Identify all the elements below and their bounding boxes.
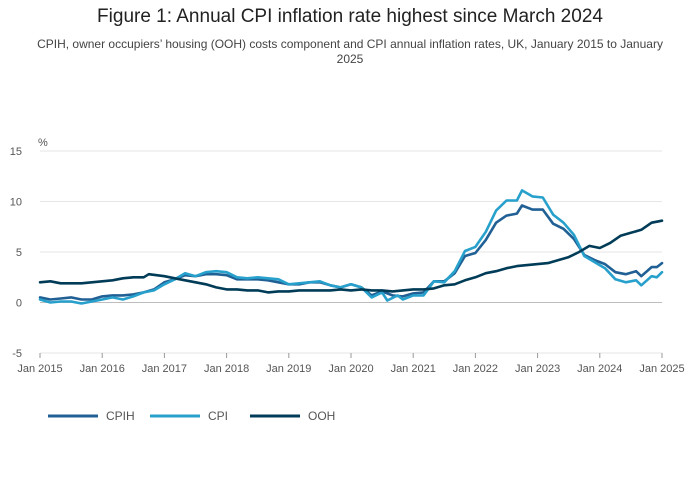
x-tick-label: Jan 2024 (577, 363, 622, 375)
y-axis-label: % (38, 137, 48, 149)
legend-label: OOH (308, 409, 335, 423)
y-tick-label: -5 (12, 348, 22, 360)
x-tick-label: Jan 2017 (142, 363, 187, 375)
legend-item-ooh[interactable]: OOH (250, 409, 335, 423)
x-tick-label: Jan 2015 (17, 363, 62, 375)
y-axis: -5 0 5 10 15 (10, 146, 22, 360)
chart-subtitle: CPIH, owner occupiers’ housing (OOH) cos… (37, 37, 663, 66)
x-tick-label: Jan 2023 (515, 363, 560, 375)
legend-label: CPIH (106, 409, 135, 423)
legend[interactable]: CPIH CPI OOH (48, 409, 335, 423)
grid-lines (40, 150, 662, 354)
series-line-ooh (38, 219, 664, 294)
legend-item-cpi[interactable]: CPI (150, 409, 228, 423)
y-tick-label: 10 (10, 197, 22, 209)
legend-label: CPI (208, 409, 228, 423)
x-tick-label: Jan 2016 (80, 363, 125, 375)
x-tick-label: Jan 2025 (639, 363, 684, 375)
y-tick-label: 15 (10, 146, 22, 158)
x-tick-label: Jan 2020 (328, 363, 373, 375)
x-tick-label: Jan 2022 (453, 363, 498, 375)
x-tick-label: Jan 2018 (204, 363, 249, 375)
x-tick-label: Jan 2021 (391, 363, 436, 375)
x-axis: Jan 2015 Jan 2016 Jan 2017 Jan 2018 Jan 2019… (17, 353, 685, 375)
y-tick-label: 0 (16, 298, 22, 310)
x-tick-label: Jan 2019 (266, 363, 311, 375)
series-line-cpi (38, 189, 664, 305)
legend-item-cpih[interactable]: CPIH (48, 409, 135, 423)
y-tick-label: 5 (16, 247, 22, 259)
chart-title: Figure 1: Annual CPI inflation rate high… (97, 6, 603, 27)
series-lines (38, 189, 664, 305)
